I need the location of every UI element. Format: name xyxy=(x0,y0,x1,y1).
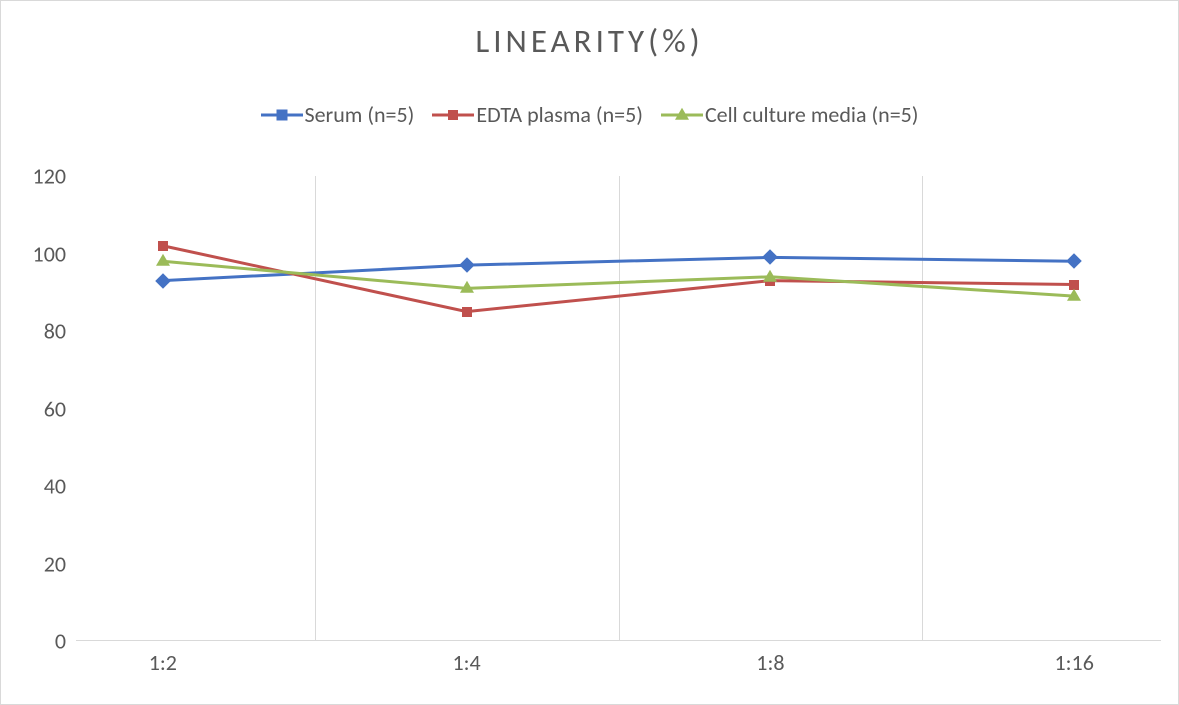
x-tick-label: 1:4 xyxy=(453,641,481,676)
triangle-marker-icon xyxy=(763,270,777,282)
diamond-marker-icon xyxy=(276,109,287,120)
triangle-marker-icon xyxy=(460,281,474,293)
y-tick-label: 80 xyxy=(44,318,76,345)
legend-swatch xyxy=(661,107,703,123)
y-tick-label: 20 xyxy=(44,550,76,577)
triangle-marker-icon xyxy=(675,107,689,119)
legend-label: Serum (n=5) xyxy=(305,101,415,128)
y-tick-label: 60 xyxy=(44,395,76,422)
legend-label: Cell culture media (n=5) xyxy=(705,101,919,128)
triangle-marker-icon xyxy=(156,254,170,266)
legend-label: EDTA plasma (n=5) xyxy=(476,101,643,128)
legend: Serum (n=5) EDTA plasma (n=5) Cell cultu… xyxy=(1,101,1178,128)
y-tick-label: 120 xyxy=(33,163,76,190)
series-line xyxy=(76,176,1161,641)
y-tick-label: 0 xyxy=(55,628,76,655)
x-tick-label: 1:16 xyxy=(1055,641,1094,676)
plot-area: 0204060801001201:21:41:81:16 xyxy=(76,176,1161,641)
x-tick-label: 1:8 xyxy=(756,641,784,676)
legend-swatch xyxy=(261,107,303,123)
y-tick-label: 40 xyxy=(44,473,76,500)
chart-title: LINEARITY(%) xyxy=(1,21,1178,61)
legend-item: EDTA plasma (n=5) xyxy=(432,101,643,128)
legend-item: Serum (n=5) xyxy=(261,101,415,128)
legend-item: Cell culture media (n=5) xyxy=(661,101,919,128)
legend-swatch xyxy=(432,107,474,123)
square-marker-icon xyxy=(448,110,458,120)
plot-inner: 0204060801001201:21:41:81:16 xyxy=(76,176,1161,641)
y-tick-label: 100 xyxy=(33,240,76,267)
triangle-marker-icon xyxy=(1067,289,1081,301)
x-tick-label: 1:2 xyxy=(149,641,177,676)
